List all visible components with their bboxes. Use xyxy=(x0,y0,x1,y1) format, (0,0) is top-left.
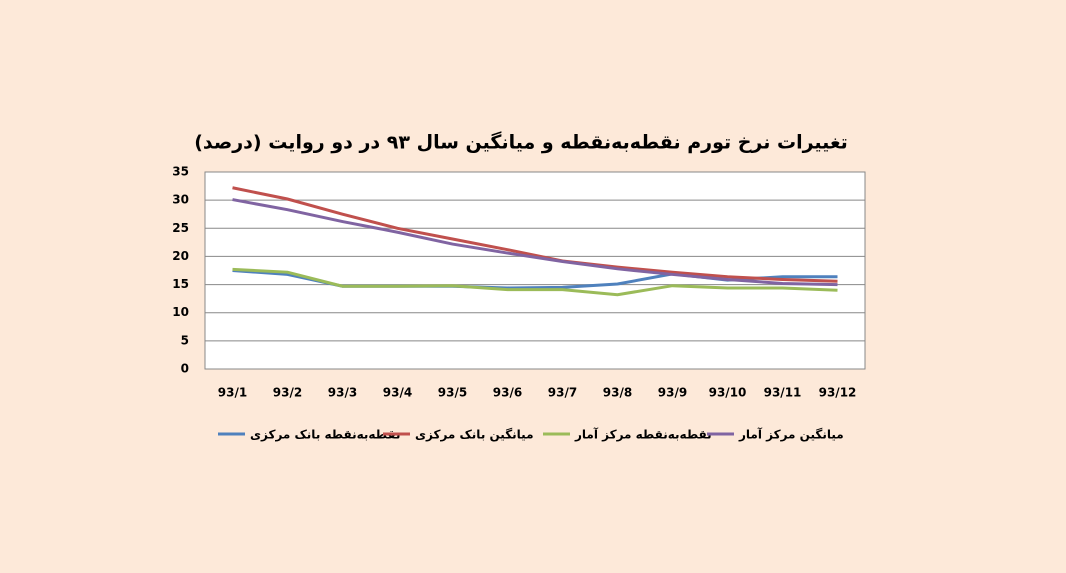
y-tick-label: 5 xyxy=(181,333,189,347)
series-line xyxy=(232,198,838,287)
chart-title: تغییرات نرخ تورم نقطه‌به‌نقطه و میانگین … xyxy=(194,131,848,154)
plot-area xyxy=(204,171,866,370)
series-line xyxy=(232,267,838,297)
y-tick-label: 20 xyxy=(172,249,189,263)
x-tick-label: 93/9 xyxy=(658,386,687,400)
legend-label: نقطه‌به‌نقطه بانک مرکزی xyxy=(250,428,401,442)
x-tick-label: 93/12 xyxy=(819,386,857,400)
x-tick-label: 93/6 xyxy=(493,386,522,400)
x-tick-label: 93/8 xyxy=(603,386,632,400)
x-tick-label: 93/4 xyxy=(383,386,412,400)
x-tick-label: 93/5 xyxy=(438,386,467,400)
x-tick-label: 93/2 xyxy=(273,386,302,400)
x-tick-label: 93/11 xyxy=(764,386,802,400)
y-tick-label: 0 xyxy=(181,362,189,376)
series-line xyxy=(232,186,838,283)
legend-label: میانگین مرکز آمار xyxy=(738,427,844,442)
legend-label: نقطه‌به‌نقطه مرکز آمار xyxy=(574,427,712,442)
legend-label: میانگین بانک مرکزی xyxy=(415,428,534,442)
y-tick-label: 10 xyxy=(172,305,189,319)
y-tick-label: 25 xyxy=(172,221,189,235)
x-tick-label: 93/7 xyxy=(548,386,577,400)
y-tick-label: 35 xyxy=(172,165,189,179)
y-tick-label: 15 xyxy=(172,277,189,291)
y-tick-label: 30 xyxy=(172,193,189,207)
x-tick-label: 93/3 xyxy=(328,386,357,400)
x-tick-label: 93/10 xyxy=(709,386,747,400)
x-tick-label: 93/1 xyxy=(218,386,247,400)
